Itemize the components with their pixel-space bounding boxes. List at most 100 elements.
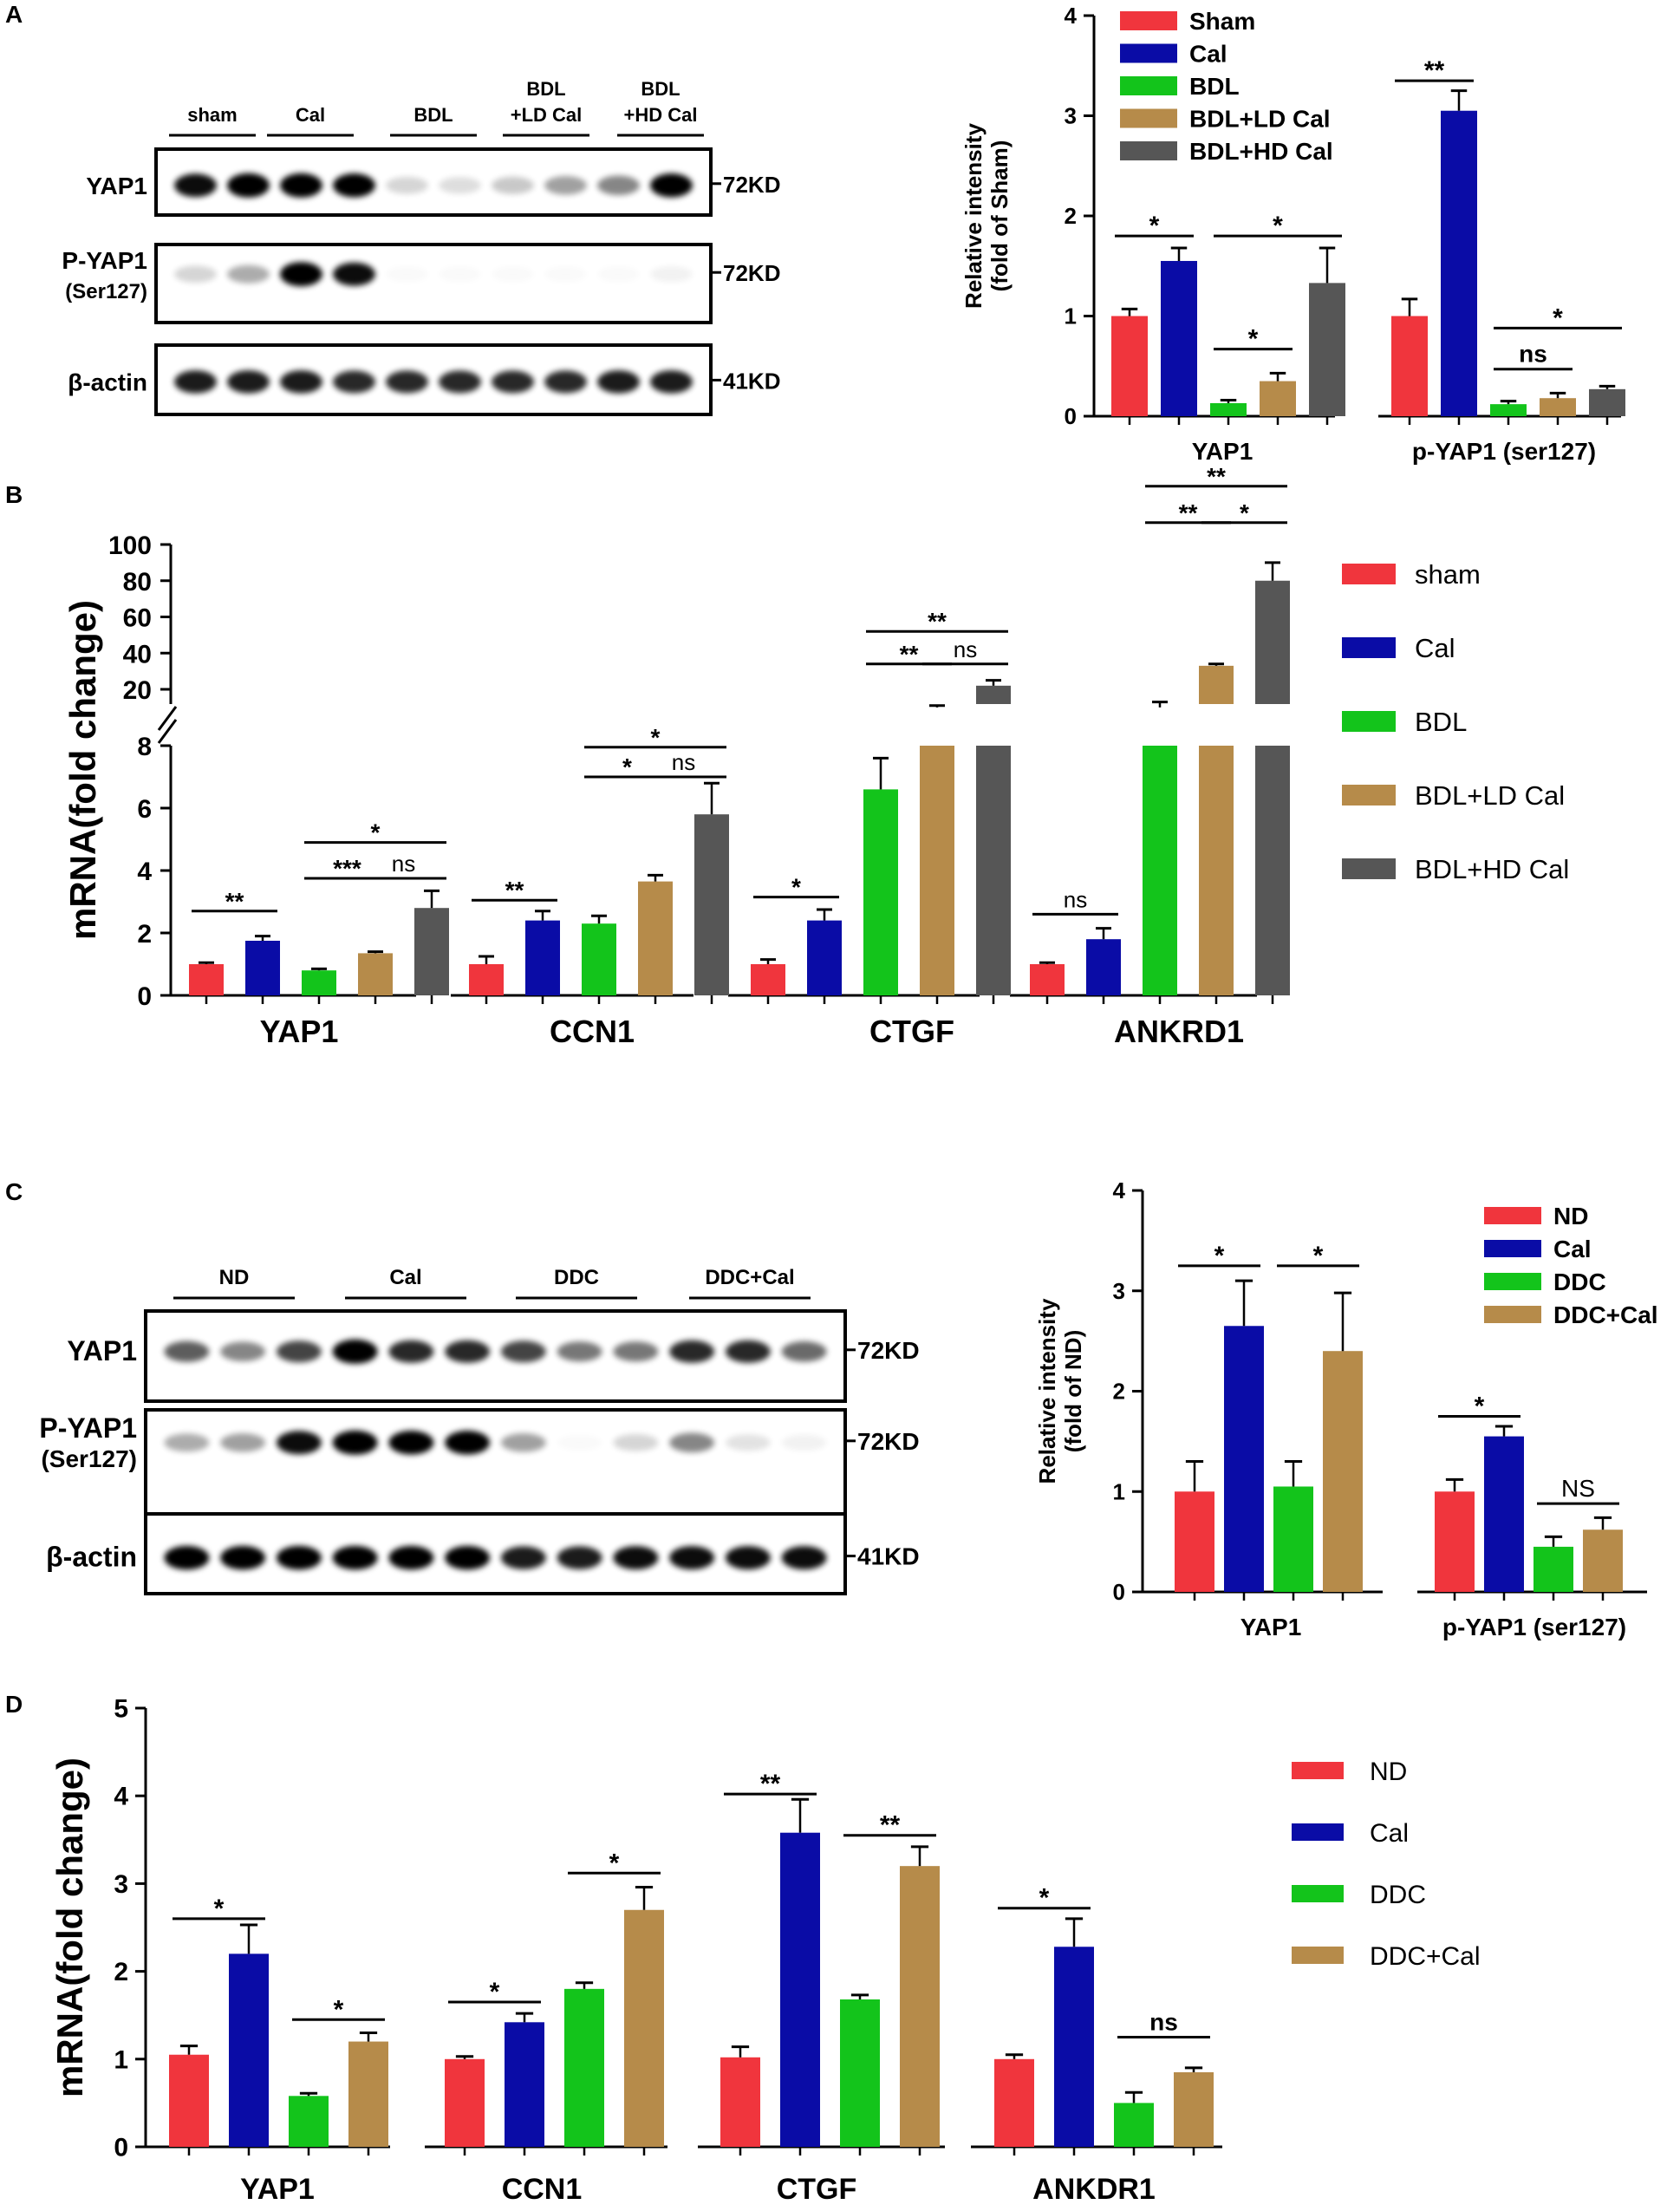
legend-swatch [1120,11,1177,30]
y-tick-label: 4 [1065,3,1078,29]
bar [1484,1436,1524,1592]
blot-row-label: YAP1 [67,1335,137,1366]
bar [1224,1326,1264,1592]
blot-group-label: +HD Cal [624,104,698,126]
significance-label: * [1475,1392,1485,1420]
blot-band [613,1341,659,1362]
y-axis-label: mRNA(fold change) [62,600,103,940]
bar [994,2058,1034,2147]
legend-label: DDC [1370,1881,1426,1909]
significance-label: * [1214,1242,1225,1270]
x-category-label: YAP1 [260,1014,339,1049]
blot-group-label: DDC [554,1266,599,1289]
blot-band [386,266,428,282]
blot-band [445,1431,491,1455]
bar [900,1866,940,2147]
legend-label: DDC [1553,1269,1606,1295]
legend-label: Cal [1553,1236,1592,1262]
bar [976,685,1011,704]
bar [564,1988,604,2147]
blot-band [164,1545,210,1570]
chart-B: 0 2 4 6 8 20 40 60 80 100 mRNA(fold change) YAP1 CCN… [62,463,1569,1049]
significance-label: * [651,724,661,751]
significance-label: ** [760,1770,781,1798]
significance-label: * [334,1995,344,2024]
legend-swatch [1292,1762,1344,1779]
bar [1199,746,1234,995]
bar [229,1953,269,2147]
bar [780,1832,820,2147]
y-axis-label: mRNA(fold change) [49,1758,90,2097]
bar [1143,746,1177,995]
bar [976,746,1011,995]
legend-swatch [1120,141,1177,160]
legend-swatch [1342,637,1396,658]
blot-band [597,266,640,282]
blot-row-label: β-actin [68,368,147,395]
blot-band [439,370,481,394]
legend-swatch [1484,1306,1541,1323]
legend-label: DDC+Cal [1370,1942,1481,1971]
panel-label-b: B [5,481,23,508]
blot-band [500,1546,546,1569]
blot-frame [144,1408,847,1521]
blot-band [220,1433,266,1452]
bar [505,2022,544,2147]
blot-band [388,1545,434,1570]
bar [807,920,842,995]
bar [1161,260,1197,416]
legend-label: DDC+Cal [1553,1301,1658,1328]
legend-swatch [1120,76,1177,95]
significance-label: ns [1149,2009,1178,2036]
axis-break [157,719,178,744]
bar [1540,398,1576,416]
blot-row-label: P-YAP1 [39,1412,137,1444]
y-tick-label: 80 [123,568,152,597]
blot-band [781,1434,827,1451]
bar [840,1999,880,2147]
y-tick-label: 1 [114,2045,128,2074]
x-category-label: CTGF [777,2173,857,2206]
x-category-label: YAP1 [240,2173,315,2206]
x-category-label: ANKRD1 [1114,1014,1244,1049]
significance-label: * [1313,1242,1324,1270]
y-tick-label: 20 [123,676,152,705]
blot-group-label: ND [219,1266,250,1289]
chart-C: 0 1 2 3 4 Relative intensity (fold of ND) YAP1 p… [1034,1177,1658,1640]
blot-band [174,173,217,198]
blot-band [227,173,270,198]
bar [720,2057,760,2147]
kd-label: 72KD [857,1337,920,1364]
significance-label: * [1149,212,1160,240]
y-tick-label: 4 [114,1783,128,1811]
blot-band [557,1341,602,1362]
bar [348,2041,388,2147]
legend-label: Sham [1189,8,1255,35]
blot-band [500,1340,546,1363]
y-tick-label: 0 [1065,403,1077,429]
bar [358,953,393,995]
blot-band [500,1433,546,1452]
significance-label: ** [1424,56,1445,85]
blot-band [332,1339,378,1364]
chart-A: 0 1 2 3 4 Relative intensity (fold of Sham) YAP… [960,3,1625,465]
bar [1210,402,1247,416]
blot-group-label: BDL [526,78,565,100]
y-tick-label: 3 [1113,1278,1125,1304]
legend-swatch [1342,785,1396,805]
bar [1435,1491,1475,1592]
bar [1260,381,1296,416]
blot-band [445,1340,491,1363]
x-category-label: p-YAP1 (ser127) [1412,438,1596,465]
legend-label: Cal [1370,1819,1409,1848]
blot-band [650,173,693,198]
bar [302,970,336,995]
legend-swatch [1292,1947,1344,1964]
blot-group-label: DDC+Cal [705,1266,794,1289]
legend-swatch [1120,108,1177,128]
panel-label-a: A [5,1,23,28]
legend-label: ND [1370,1758,1407,1786]
blot-band [669,1546,715,1570]
blot-band [332,1545,378,1570]
blot-band [220,1545,266,1570]
